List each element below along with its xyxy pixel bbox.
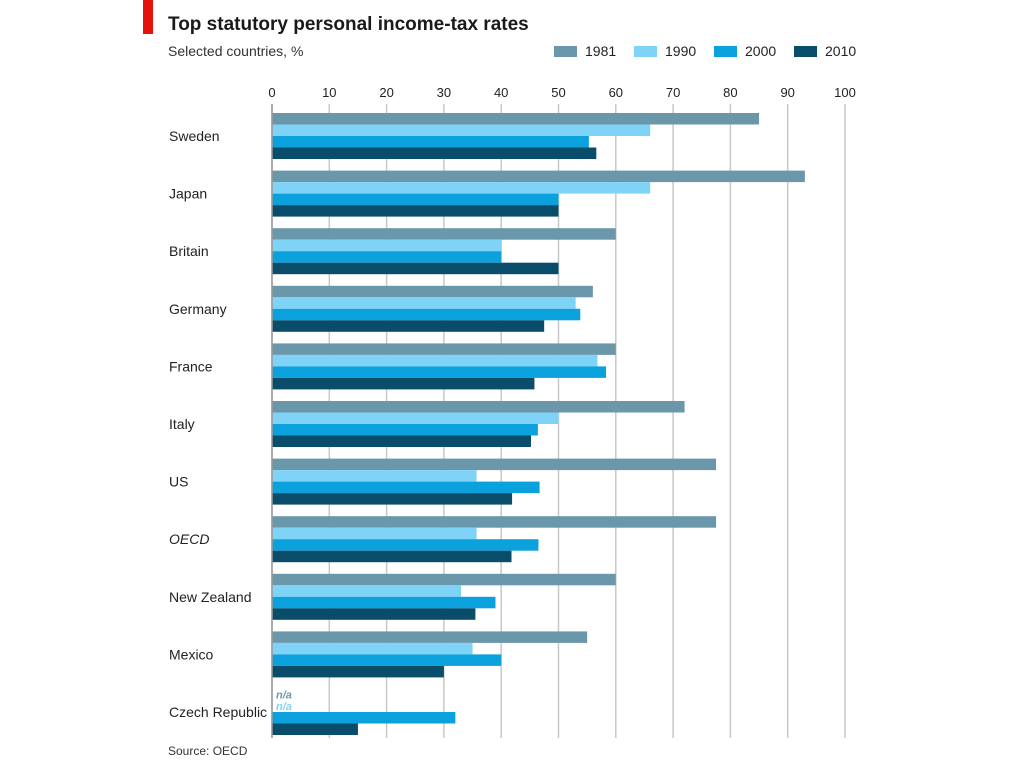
category-label-new-zealand: New Zealand	[169, 589, 252, 605]
category-label-britain: Britain	[169, 243, 209, 259]
bar-new-zealand-2000	[272, 596, 496, 609]
x-tick-label-30: 30	[437, 85, 451, 100]
x-tick-label-40: 40	[494, 85, 508, 100]
legend-label-1981: 1981	[585, 43, 617, 59]
x-tick-label-20: 20	[379, 85, 393, 100]
bar-germany-2010	[272, 320, 545, 332]
x-tick-label-90: 90	[780, 85, 794, 100]
legend-swatch-2010	[794, 45, 817, 57]
bar-italy-2000	[272, 424, 538, 436]
legend-item-2000: 2000	[714, 43, 794, 59]
bar-new-zealand-1990	[272, 585, 462, 597]
bar-mexico-2000	[272, 654, 502, 666]
legend: 1981 1990 2000 2010	[554, 43, 874, 59]
bar-japan-1990	[272, 182, 651, 194]
category-label-japan: Japan	[169, 186, 207, 202]
bar-czech-republic-2000	[272, 712, 456, 724]
legend-item-1981: 1981	[554, 43, 634, 59]
chart-subtitle: Selected countries, %	[168, 43, 304, 59]
legend-label-1990: 1990	[665, 43, 697, 59]
bar-us-1990	[272, 470, 477, 482]
category-label-france: France	[169, 358, 213, 374]
bar-france-1990	[272, 354, 598, 367]
category-label-czech-republic: Czech Republic	[169, 704, 267, 720]
bar-sweden-2000	[272, 136, 589, 148]
bar-britain-2000	[272, 251, 502, 263]
accent-tab	[143, 0, 153, 34]
legend-label-2010: 2010	[825, 43, 857, 59]
bar-britain-2010	[272, 262, 559, 275]
bar-germany-2000	[272, 308, 581, 321]
x-tick-label-70: 70	[666, 85, 680, 100]
na-label-czech-republic-1990: n/a	[276, 701, 292, 713]
legend-item-1990: 1990	[634, 43, 714, 59]
x-tick-label-80: 80	[723, 85, 737, 100]
bar-sweden-1990	[272, 124, 651, 136]
category-label-italy: Italy	[169, 416, 195, 432]
bar-france-2000	[272, 366, 607, 378]
bar-us-2010	[272, 493, 513, 505]
bar-japan-1981	[272, 170, 805, 183]
bar-japan-2010	[272, 205, 559, 217]
bar-italy-2010	[272, 435, 531, 447]
bar-sweden-2010	[272, 147, 597, 159]
legend-item-2010: 2010	[794, 43, 874, 59]
category-label-sweden: Sweden	[169, 128, 220, 144]
bar-britain-1981	[272, 228, 616, 240]
x-tick-label-0: 0	[268, 85, 275, 100]
bar-oecd-2010	[272, 550, 512, 563]
source-note: Source: OECD	[168, 744, 248, 758]
na-label-czech-republic-1981: n/a	[276, 690, 292, 702]
bar-us-2000	[272, 481, 540, 494]
x-tick-label-100: 100	[834, 85, 856, 100]
legend-swatch-2000	[714, 45, 737, 57]
category-label-oecd: OECD	[169, 531, 209, 547]
bar-oecd-2000	[272, 539, 539, 551]
bar-czech-republic-2010	[272, 723, 358, 735]
bar-us-1981	[272, 458, 717, 471]
bar-britain-1990	[272, 239, 502, 252]
category-label-us: US	[169, 474, 188, 490]
bar-germany-1981	[272, 285, 593, 298]
legend-swatch-1990	[634, 45, 657, 57]
x-tick-label-50: 50	[551, 85, 565, 100]
bar-italy-1981	[272, 401, 685, 413]
bar-mexico-1981	[272, 631, 588, 643]
bar-mexico-2010	[272, 665, 444, 678]
chart-title: Top statutory personal income-tax rates	[168, 14, 529, 35]
bar-japan-2000	[272, 193, 559, 206]
bar-new-zealand-1981	[272, 573, 616, 586]
legend-label-2000: 2000	[745, 43, 777, 59]
bar-sweden-1981	[272, 113, 760, 125]
bar-italy-1990	[272, 412, 559, 424]
bar-new-zealand-2010	[272, 608, 476, 620]
category-label-germany: Germany	[169, 301, 227, 317]
bar-oecd-1990	[272, 527, 477, 540]
bar-france-2010	[272, 377, 535, 390]
bar-mexico-1990	[272, 642, 473, 655]
bar-germany-1990	[272, 297, 576, 309]
x-tick-label-10: 10	[322, 85, 336, 100]
bar-oecd-1981	[272, 516, 717, 528]
legend-swatch-1981	[554, 45, 577, 57]
x-tick-label-60: 60	[609, 85, 623, 100]
bar-france-1981	[272, 343, 616, 355]
category-label-mexico: Mexico	[169, 646, 214, 662]
